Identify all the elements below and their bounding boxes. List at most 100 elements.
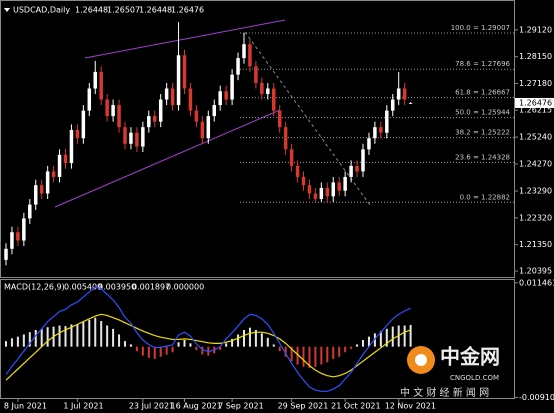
macd-bar <box>106 325 109 347</box>
candle-body <box>111 105 115 117</box>
macd-bar <box>112 328 115 347</box>
y-tick-label: -0.009103 <box>519 393 554 402</box>
candle-body <box>343 176 347 191</box>
indicator-value: 0.003950 <box>98 283 136 292</box>
macd-bar <box>22 334 25 347</box>
macd-bar <box>124 341 126 347</box>
macd-bar <box>16 336 19 347</box>
macd-bar <box>314 346 317 367</box>
macd-bar <box>58 325 61 347</box>
macd-bar <box>243 329 245 347</box>
macd-bar <box>135 346 138 352</box>
candle-body <box>39 185 44 194</box>
macd-bar <box>64 326 67 347</box>
macd-bar <box>326 346 329 363</box>
candle-body <box>224 91 228 100</box>
x-tick-label: 29 Sep 2021 <box>278 402 329 411</box>
macd-bar <box>391 326 394 347</box>
macd-bar <box>88 319 91 347</box>
y-tick-label: 1.28150 <box>519 52 552 61</box>
x-tick-label: 7 Sep 2021 <box>218 402 264 411</box>
macd-bar <box>254 329 257 347</box>
macd-bar <box>147 346 150 358</box>
macd-bar <box>290 346 293 362</box>
candle-body <box>361 149 365 172</box>
macd-panel <box>0 279 515 399</box>
candle-body <box>93 71 97 89</box>
fib-label: 50.0 = 1.25944 <box>455 109 510 117</box>
ohlc-low: 1.26448 <box>139 6 172 15</box>
candle-body <box>313 193 318 200</box>
candle-body <box>272 88 276 111</box>
ohlc-high: 1.26507 <box>107 6 140 15</box>
macd-line <box>5 286 411 392</box>
candle-body <box>218 91 222 106</box>
indicator-value: 0.000000 <box>166 283 204 292</box>
macd-bar <box>28 332 31 347</box>
macd-bar <box>100 321 103 347</box>
macd-bar <box>165 346 168 355</box>
macd-bar <box>320 346 323 365</box>
x-tick-label: 23 Jul 2021 <box>129 402 174 411</box>
x-tick-label: 21 Oct 2021 <box>331 402 380 411</box>
watermark-slogan: 中 文 财 经 新 闻 网 <box>400 386 489 399</box>
indicator-value: 0.005409 <box>64 283 102 292</box>
macd-bar <box>278 346 281 352</box>
macd-bar <box>385 328 388 347</box>
candle-body <box>182 55 187 89</box>
macd-bar <box>237 334 240 347</box>
fib-label: 78.6 = 1.27696 <box>455 60 510 68</box>
trend-line <box>54 109 281 208</box>
macd-bar <box>302 346 305 367</box>
y-tick-label: 1.27180 <box>519 79 552 88</box>
macd-bar <box>266 337 269 347</box>
macd-bar <box>284 346 287 357</box>
candle-body <box>135 132 139 147</box>
y-tick-label: 1.21350 <box>519 240 552 249</box>
macd-bar <box>159 346 162 357</box>
y-tick-label: 1.29120 <box>519 25 552 34</box>
macd-bar <box>189 343 192 347</box>
candle-body <box>206 116 211 139</box>
last-price: 1.26476 <box>519 98 552 107</box>
candle-body <box>170 88 175 106</box>
candle-body <box>141 127 145 147</box>
macd-bar <box>403 325 406 347</box>
x-tick-label: 8 Jun 2021 <box>4 402 47 411</box>
candle-body <box>408 102 413 104</box>
candle-body <box>325 187 330 197</box>
y-tick-label: 1.24270 <box>519 159 552 168</box>
macd-bar <box>344 346 347 353</box>
candle-body <box>230 74 234 100</box>
macd-bar <box>308 346 311 368</box>
candle-body <box>307 185 312 194</box>
watermark-name: 中金网 <box>440 345 500 369</box>
candle-body <box>289 149 294 166</box>
price-panel <box>0 0 515 278</box>
macd-bar <box>356 344 359 347</box>
candle-body <box>277 110 282 128</box>
x-tick-label: 12 Nov 2021 <box>385 402 436 411</box>
candle-body <box>158 99 163 122</box>
candle-body <box>99 71 103 100</box>
candle-body <box>51 171 56 177</box>
candle-body <box>260 82 264 95</box>
fib-label: 23.6 = 1.24328 <box>455 153 510 161</box>
symbol: USDCAD,Daily <box>13 6 70 15</box>
candle-body <box>105 99 109 117</box>
candle-body <box>22 218 26 241</box>
ohlc-close: 1.26476 <box>171 6 204 15</box>
macd-bar <box>201 346 204 355</box>
macd-bar <box>76 324 79 347</box>
macd-bar <box>296 346 299 365</box>
macd-bar <box>219 346 222 351</box>
y-tick-label: 1.23290 <box>519 187 552 196</box>
macd-bar <box>129 344 132 347</box>
macd-bar <box>373 333 376 347</box>
macd-bar <box>350 346 353 349</box>
candle-body <box>57 154 62 177</box>
indicator-value: 0.001897 <box>132 283 170 292</box>
candle-body <box>396 88 401 100</box>
macd-bar <box>272 344 275 347</box>
